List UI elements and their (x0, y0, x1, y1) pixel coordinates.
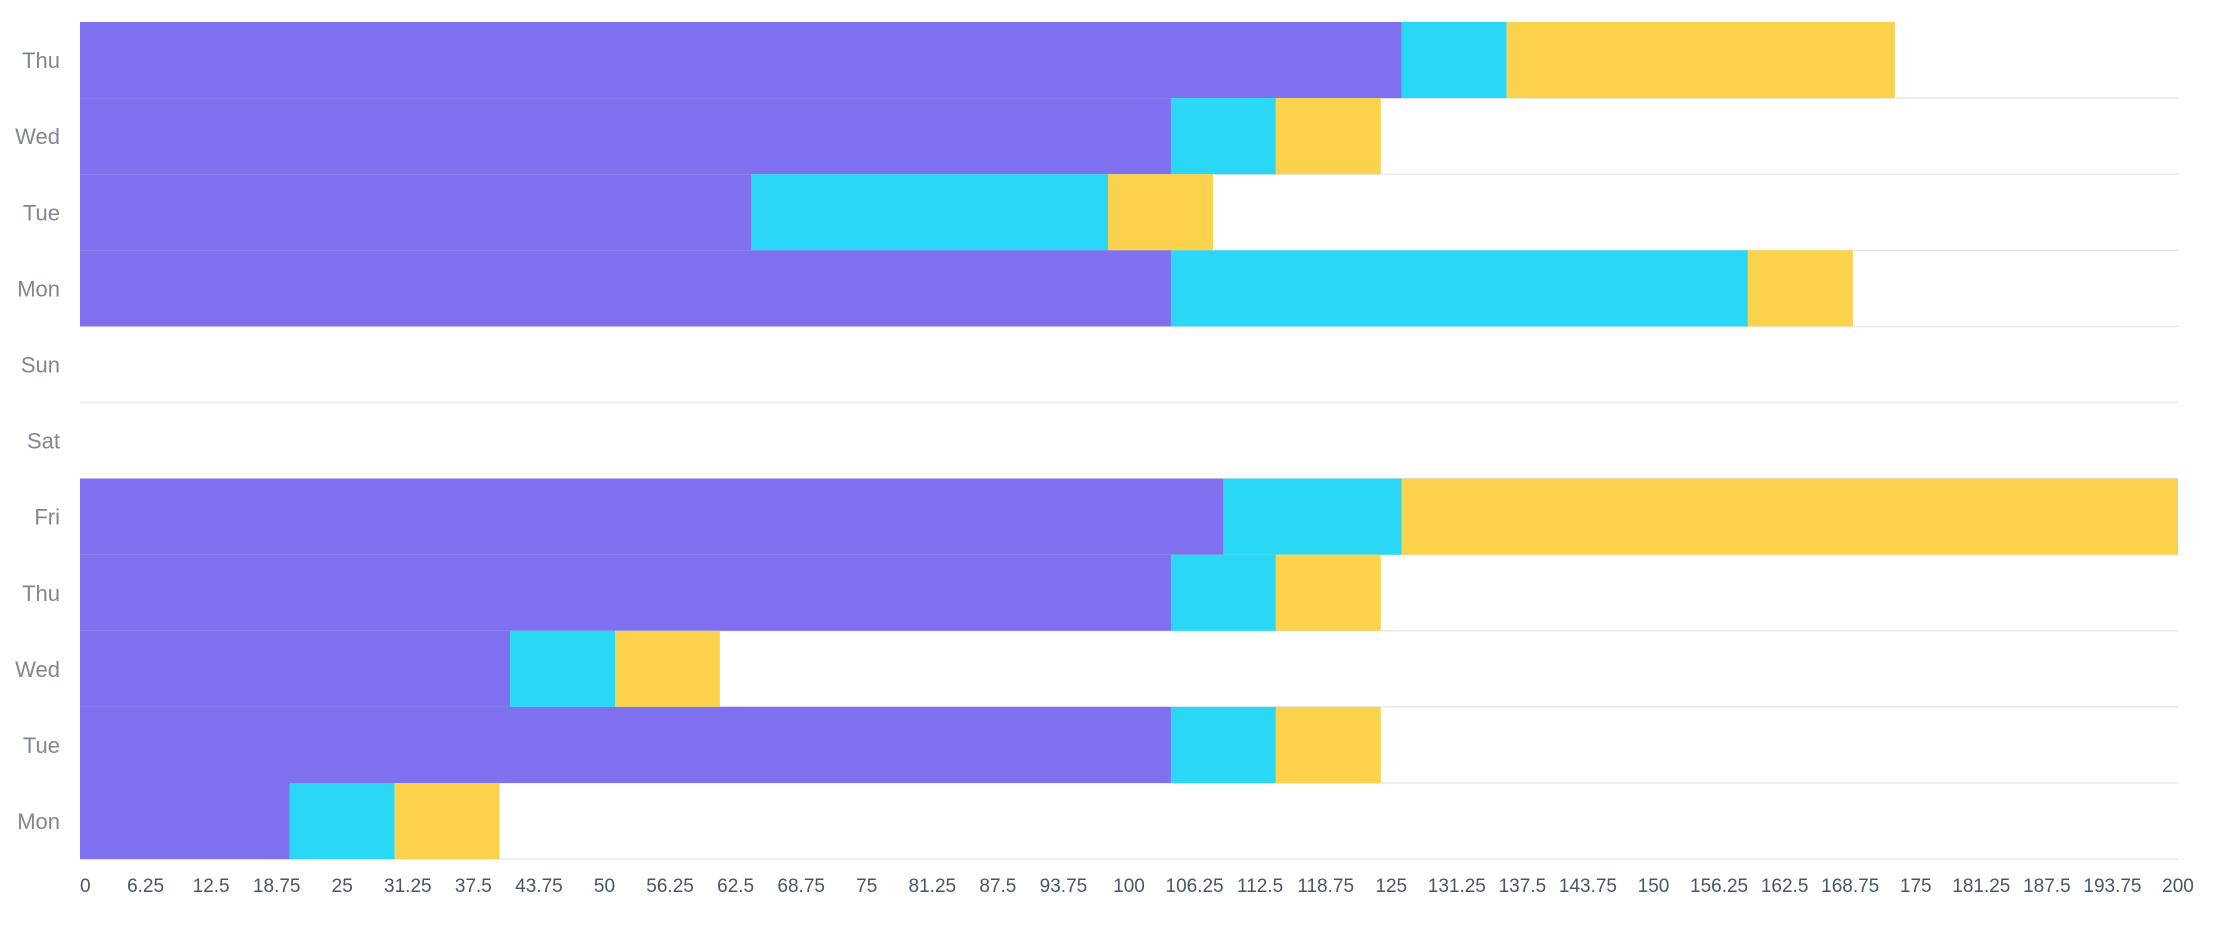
bar-segment-1 (80, 174, 752, 251)
x-tick-label: 0 (80, 876, 91, 897)
x-tick-label: 112.5 (1237, 876, 1283, 897)
x-tick-label: 106.25 (1166, 876, 1224, 897)
bar-segment-3 (1275, 98, 1381, 175)
bar-segment-3 (1275, 706, 1381, 783)
x-tick-label: 56.25 (646, 876, 694, 897)
x-tick-label: 50 (594, 876, 615, 897)
y-tick-label: Sat (27, 429, 60, 454)
x-tick-label: 137.5 (1499, 876, 1547, 897)
x-tick-label: 6.25 (127, 876, 164, 897)
x-tick-label: 150 (1638, 876, 1670, 897)
bar-segment-2 (289, 783, 395, 860)
x-tick-label: 156.25 (1690, 876, 1748, 897)
x-tick-label: 93.75 (1040, 876, 1088, 897)
x-tick-label: 118.75 (1297, 876, 1354, 897)
x-tick-label: 37.5 (455, 876, 492, 897)
x-tick-label: 18.75 (253, 876, 301, 897)
y-tick-label: Thu (22, 581, 60, 606)
bar-segment-2 (1170, 554, 1276, 631)
x-tick-label: 62.5 (717, 876, 754, 897)
x-tick-label: 181.25 (1952, 876, 2010, 897)
bar-segment-3 (394, 783, 500, 860)
bar-segment-3 (1401, 478, 2178, 555)
x-tick-label: 31.25 (384, 876, 432, 897)
x-tick-label: 81.25 (909, 876, 957, 897)
bar-segment-3 (1275, 554, 1381, 631)
bar-segment-3 (1108, 174, 1213, 251)
x-tick-label: 43.75 (515, 876, 563, 897)
bar-segment-1 (80, 554, 1171, 631)
bar-segment-2 (1170, 98, 1276, 175)
bar-segment-1 (80, 706, 1171, 783)
y-tick-label: Sun (21, 352, 60, 377)
x-tick-label: 131.25 (1428, 876, 1486, 897)
bar-segment-2 (1401, 22, 1507, 99)
x-tick-label: 25 (332, 876, 353, 897)
x-tick-label: 68.75 (777, 876, 825, 897)
bar-segment-1 (80, 630, 511, 707)
x-tick-label: 87.5 (979, 876, 1016, 897)
x-tick-label: 125 (1375, 876, 1407, 897)
x-tick-label: 12.5 (193, 876, 230, 897)
y-tick-label: Tue (23, 200, 60, 225)
bar-segment-2 (510, 630, 615, 707)
bar-segment-1 (80, 478, 1224, 555)
x-tick-label: 200 (2162, 876, 2194, 897)
y-tick-label: Tue (23, 733, 60, 758)
bar-segment-2 (1223, 478, 1402, 555)
bar-segment-3 (614, 630, 720, 707)
bar-segment-1 (80, 98, 1171, 175)
x-tick-label: 162.5 (1761, 876, 1809, 897)
bar-segment-3 (1506, 22, 1895, 99)
x-tick-label: 175 (1900, 876, 1932, 897)
y-tick-label: Fri (34, 505, 60, 530)
x-tick-label: 193.75 (2083, 876, 2141, 897)
bar-segment-1 (80, 22, 1402, 99)
x-tick-label: 100 (1113, 876, 1145, 897)
x-tick-label: 187.5 (2023, 876, 2071, 897)
y-tick-label: Mon (17, 276, 60, 301)
y-tick-label: Wed (15, 124, 60, 149)
y-tick-label: Wed (15, 657, 60, 682)
bar-segment-3 (1747, 250, 1853, 327)
bar-segment-1 (80, 250, 1171, 327)
x-tick-label: 75 (856, 876, 877, 897)
bar-segment-2 (1170, 250, 1748, 327)
bar-segment-1 (80, 783, 290, 860)
x-tick-label: 168.75 (1821, 876, 1879, 897)
bar-segment-2 (751, 174, 1109, 251)
bar-segment-2 (1170, 706, 1276, 783)
y-tick-label: Thu (22, 48, 60, 73)
y-tick-label: Mon (17, 809, 60, 834)
x-tick-label: 143.75 (1559, 876, 1617, 897)
